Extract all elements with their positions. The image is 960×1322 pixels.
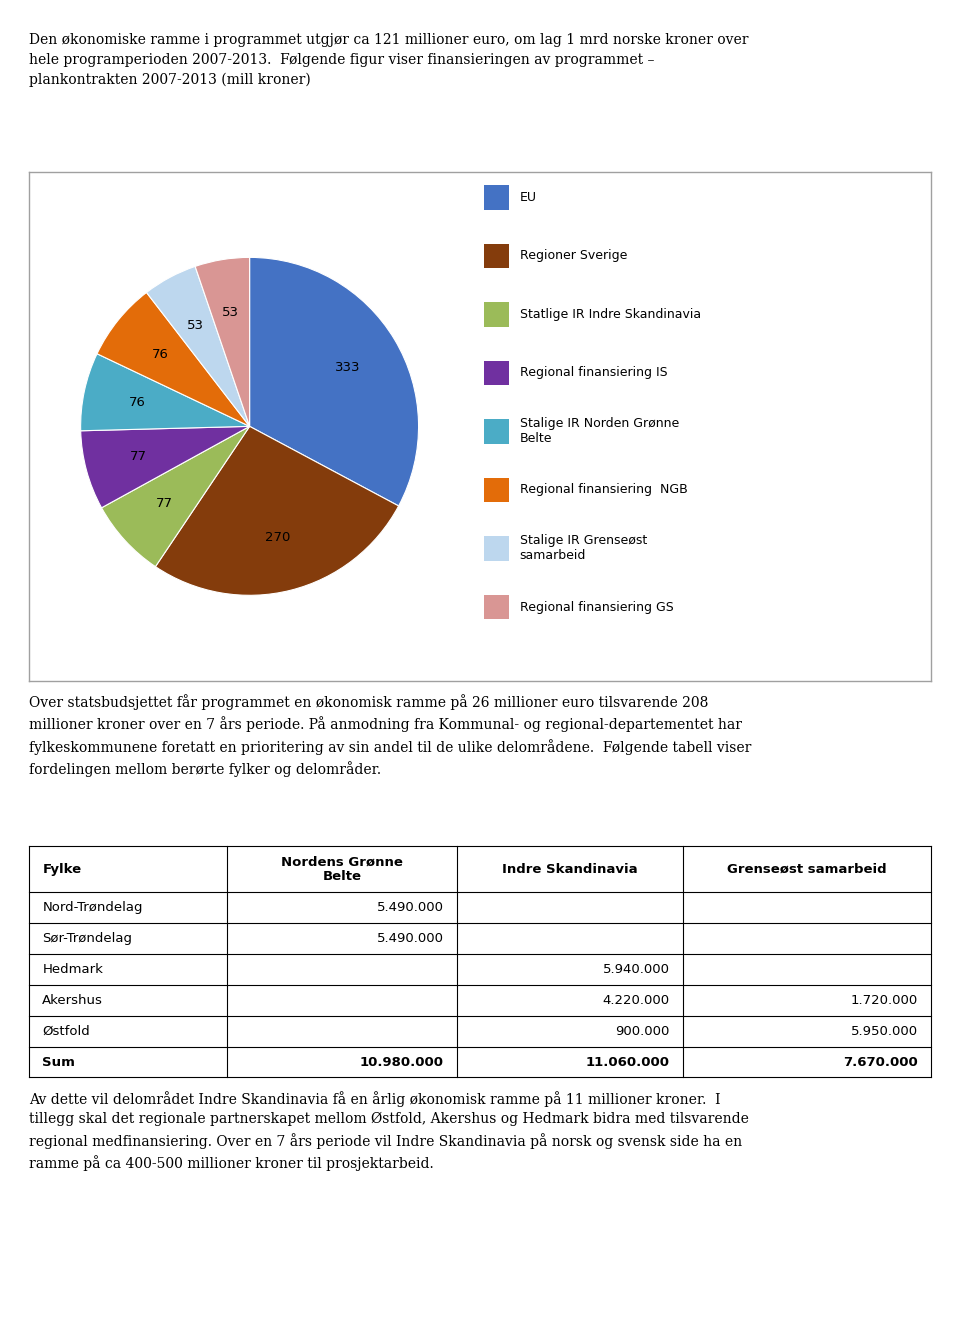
- Text: Regional finansiering  NGB: Regional finansiering NGB: [519, 484, 687, 497]
- Text: Sør-Trøndelag: Sør-Trøndelag: [42, 932, 132, 945]
- FancyBboxPatch shape: [485, 477, 509, 502]
- Text: EU: EU: [519, 190, 537, 204]
- Wedge shape: [81, 427, 250, 508]
- Text: Regioner Sverige: Regioner Sverige: [519, 250, 627, 262]
- Text: 77: 77: [131, 449, 147, 463]
- Text: Av dette vil delområdet Indre Skandinavia få en årlig økonomisk ramme på 11 mill: Av dette vil delområdet Indre Skandinavi…: [29, 1091, 749, 1171]
- Wedge shape: [97, 292, 250, 427]
- Text: 53: 53: [187, 319, 204, 332]
- Text: 77: 77: [156, 497, 174, 510]
- Text: Fylke: Fylke: [42, 863, 82, 875]
- Text: 53: 53: [223, 307, 239, 320]
- Text: Regional finansiering GS: Regional finansiering GS: [519, 600, 674, 613]
- Text: Sum: Sum: [42, 1055, 75, 1068]
- Wedge shape: [195, 258, 250, 427]
- FancyBboxPatch shape: [485, 243, 509, 268]
- Text: Stalige IR Grenseøst
samarbeid: Stalige IR Grenseøst samarbeid: [519, 534, 647, 562]
- Wedge shape: [147, 267, 250, 427]
- Text: Over statsbudsjettet får programmet en økonomisk ramme på 26 millioner euro tils: Over statsbudsjettet får programmet en ø…: [29, 694, 751, 777]
- Text: 900.000: 900.000: [615, 1025, 669, 1038]
- Text: 1.720.000: 1.720.000: [851, 994, 918, 1007]
- Text: 5.940.000: 5.940.000: [603, 962, 669, 976]
- Text: Akershus: Akershus: [42, 994, 104, 1007]
- Text: 333: 333: [335, 361, 361, 374]
- Text: 76: 76: [129, 397, 146, 408]
- Text: 5.490.000: 5.490.000: [377, 902, 444, 915]
- Wedge shape: [81, 354, 250, 431]
- Text: Grenseøst samarbeid: Grenseøst samarbeid: [728, 863, 887, 875]
- Text: Stalige IR Norden Grønne
Belte: Stalige IR Norden Grønne Belte: [519, 418, 679, 446]
- Text: 10.980.000: 10.980.000: [360, 1055, 444, 1068]
- Wedge shape: [250, 258, 419, 506]
- Text: 76: 76: [152, 348, 169, 361]
- Text: 270: 270: [265, 531, 290, 545]
- Text: 5.950.000: 5.950.000: [851, 1025, 918, 1038]
- FancyBboxPatch shape: [485, 537, 509, 561]
- Text: Østfold: Østfold: [42, 1025, 90, 1038]
- FancyBboxPatch shape: [485, 303, 509, 327]
- Text: 5.490.000: 5.490.000: [377, 932, 444, 945]
- Text: Statlige IR Indre Skandinavia: Statlige IR Indre Skandinavia: [519, 308, 701, 321]
- Text: 4.220.000: 4.220.000: [602, 994, 669, 1007]
- Text: Regional finansiering IS: Regional finansiering IS: [519, 366, 667, 379]
- Text: Hedmark: Hedmark: [42, 962, 104, 976]
- FancyBboxPatch shape: [485, 595, 509, 619]
- Text: Nordens Grønne
Belte: Nordens Grønne Belte: [281, 855, 403, 883]
- FancyBboxPatch shape: [485, 419, 509, 444]
- Text: Indre Skandinavia: Indre Skandinavia: [502, 863, 638, 875]
- Wedge shape: [156, 427, 398, 595]
- Wedge shape: [102, 427, 250, 567]
- FancyBboxPatch shape: [485, 361, 509, 385]
- Text: 7.670.000: 7.670.000: [843, 1055, 918, 1068]
- Text: Den økonomiske ramme i programmet utgjør ca 121 millioner euro, om lag 1 mrd nor: Den økonomiske ramme i programmet utgjør…: [29, 33, 748, 87]
- Text: 11.060.000: 11.060.000: [586, 1055, 669, 1068]
- FancyBboxPatch shape: [485, 185, 509, 209]
- Text: Nord-Trøndelag: Nord-Trøndelag: [42, 902, 143, 915]
